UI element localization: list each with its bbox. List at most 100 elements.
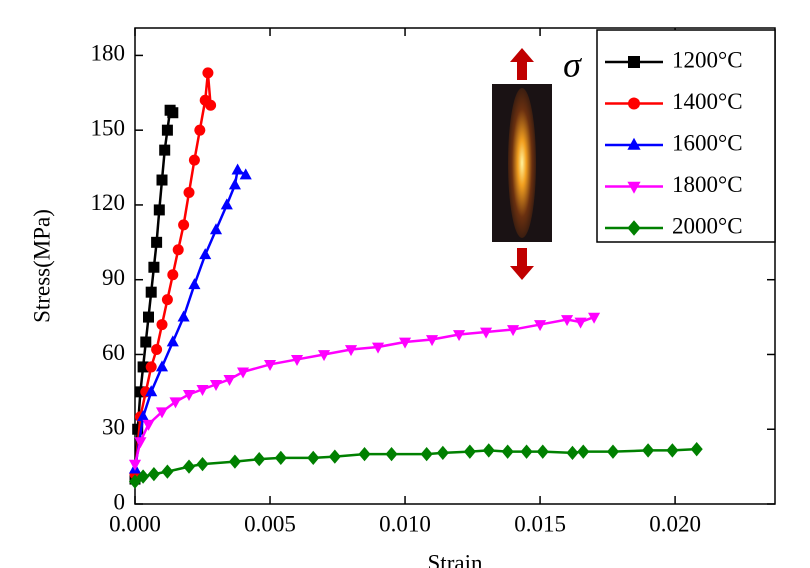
marker <box>253 451 266 467</box>
marker <box>501 444 514 459</box>
marker <box>463 444 476 459</box>
marker <box>228 178 241 190</box>
marker <box>137 410 150 422</box>
marker <box>520 444 533 459</box>
marker <box>155 407 169 419</box>
marker <box>161 294 173 306</box>
marker <box>145 385 158 397</box>
sigma-annotation: σ <box>563 44 582 84</box>
marker <box>263 360 277 372</box>
marker <box>239 168 252 180</box>
marker <box>627 220 641 236</box>
marker <box>398 337 412 349</box>
marker <box>536 444 549 459</box>
legend-box <box>596 29 776 243</box>
legend-label: 2000°C <box>672 213 743 238</box>
marker <box>151 343 163 355</box>
marker <box>606 444 620 459</box>
x-tick-label: 0.000 <box>109 511 161 536</box>
y-tick-label: 150 <box>91 115 126 140</box>
y-tick-label: 120 <box>91 190 126 215</box>
plot-frame <box>134 27 776 505</box>
marker <box>627 181 641 194</box>
marker <box>151 236 163 248</box>
marker <box>628 97 640 110</box>
x-tick-label: 0.005 <box>244 511 296 536</box>
marker <box>371 342 385 354</box>
y-tick-label: 0 <box>114 489 126 514</box>
marker <box>666 443 679 458</box>
marker <box>690 442 703 457</box>
marker <box>628 56 640 68</box>
marker <box>507 325 520 337</box>
marker <box>358 447 371 462</box>
marker <box>482 443 495 458</box>
marker <box>147 466 160 482</box>
marker <box>183 186 195 198</box>
marker <box>156 174 168 186</box>
marker <box>236 367 250 379</box>
marker <box>425 335 439 347</box>
marker <box>205 99 217 111</box>
marker <box>290 355 304 367</box>
y-axis-label: Stress(MPa) <box>29 209 54 323</box>
marker <box>209 379 223 391</box>
marker <box>220 198 233 210</box>
marker <box>145 286 157 298</box>
marker <box>143 311 155 323</box>
marker <box>128 474 142 489</box>
x-tick-label: 0.010 <box>379 511 431 536</box>
marker <box>196 456 209 472</box>
marker <box>159 144 171 156</box>
marker <box>188 278 201 290</box>
marker <box>128 459 142 471</box>
x-tick-label: 0.015 <box>514 511 566 536</box>
marker <box>140 336 152 348</box>
marker <box>169 397 182 409</box>
marker <box>307 450 320 466</box>
marker <box>202 67 214 79</box>
marker <box>188 154 200 166</box>
marker <box>194 124 206 136</box>
legend-label: 1400°C <box>672 89 743 114</box>
marker <box>420 447 433 462</box>
marker <box>161 124 173 136</box>
marker <box>436 445 449 461</box>
marker <box>534 320 547 332</box>
legend-label: 1800°C <box>672 172 743 197</box>
marker <box>156 319 168 331</box>
marker <box>155 360 169 372</box>
marker <box>182 389 196 401</box>
marker <box>228 454 241 469</box>
marker <box>588 312 601 324</box>
y-tick-label: 180 <box>91 41 126 66</box>
y-tick-label: 90 <box>102 265 125 290</box>
marker <box>172 244 184 256</box>
marker <box>161 464 174 479</box>
marker <box>196 384 209 396</box>
marker <box>182 459 196 474</box>
marker <box>574 317 587 329</box>
marker <box>167 269 179 281</box>
y-tick-label: 30 <box>102 415 125 440</box>
x-axis-label: Strain <box>428 550 483 568</box>
legend-label: 1600°C <box>672 130 743 155</box>
marker <box>209 223 223 235</box>
specimen-inset <box>492 48 552 280</box>
marker <box>223 374 236 386</box>
marker <box>577 444 590 459</box>
legend-label: 1200°C <box>672 47 743 72</box>
marker <box>134 437 147 449</box>
marker <box>480 327 493 339</box>
marker <box>566 445 579 461</box>
marker <box>317 350 331 362</box>
y-tick-label: 60 <box>102 340 125 365</box>
series-line <box>133 72 212 475</box>
marker <box>199 248 212 260</box>
marker <box>153 204 165 216</box>
marker <box>167 107 179 119</box>
marker <box>137 469 150 484</box>
marker <box>137 361 149 373</box>
